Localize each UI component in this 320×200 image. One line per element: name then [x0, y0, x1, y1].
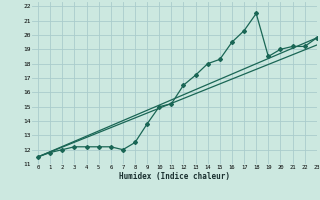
X-axis label: Humidex (Indice chaleur): Humidex (Indice chaleur): [119, 172, 230, 181]
